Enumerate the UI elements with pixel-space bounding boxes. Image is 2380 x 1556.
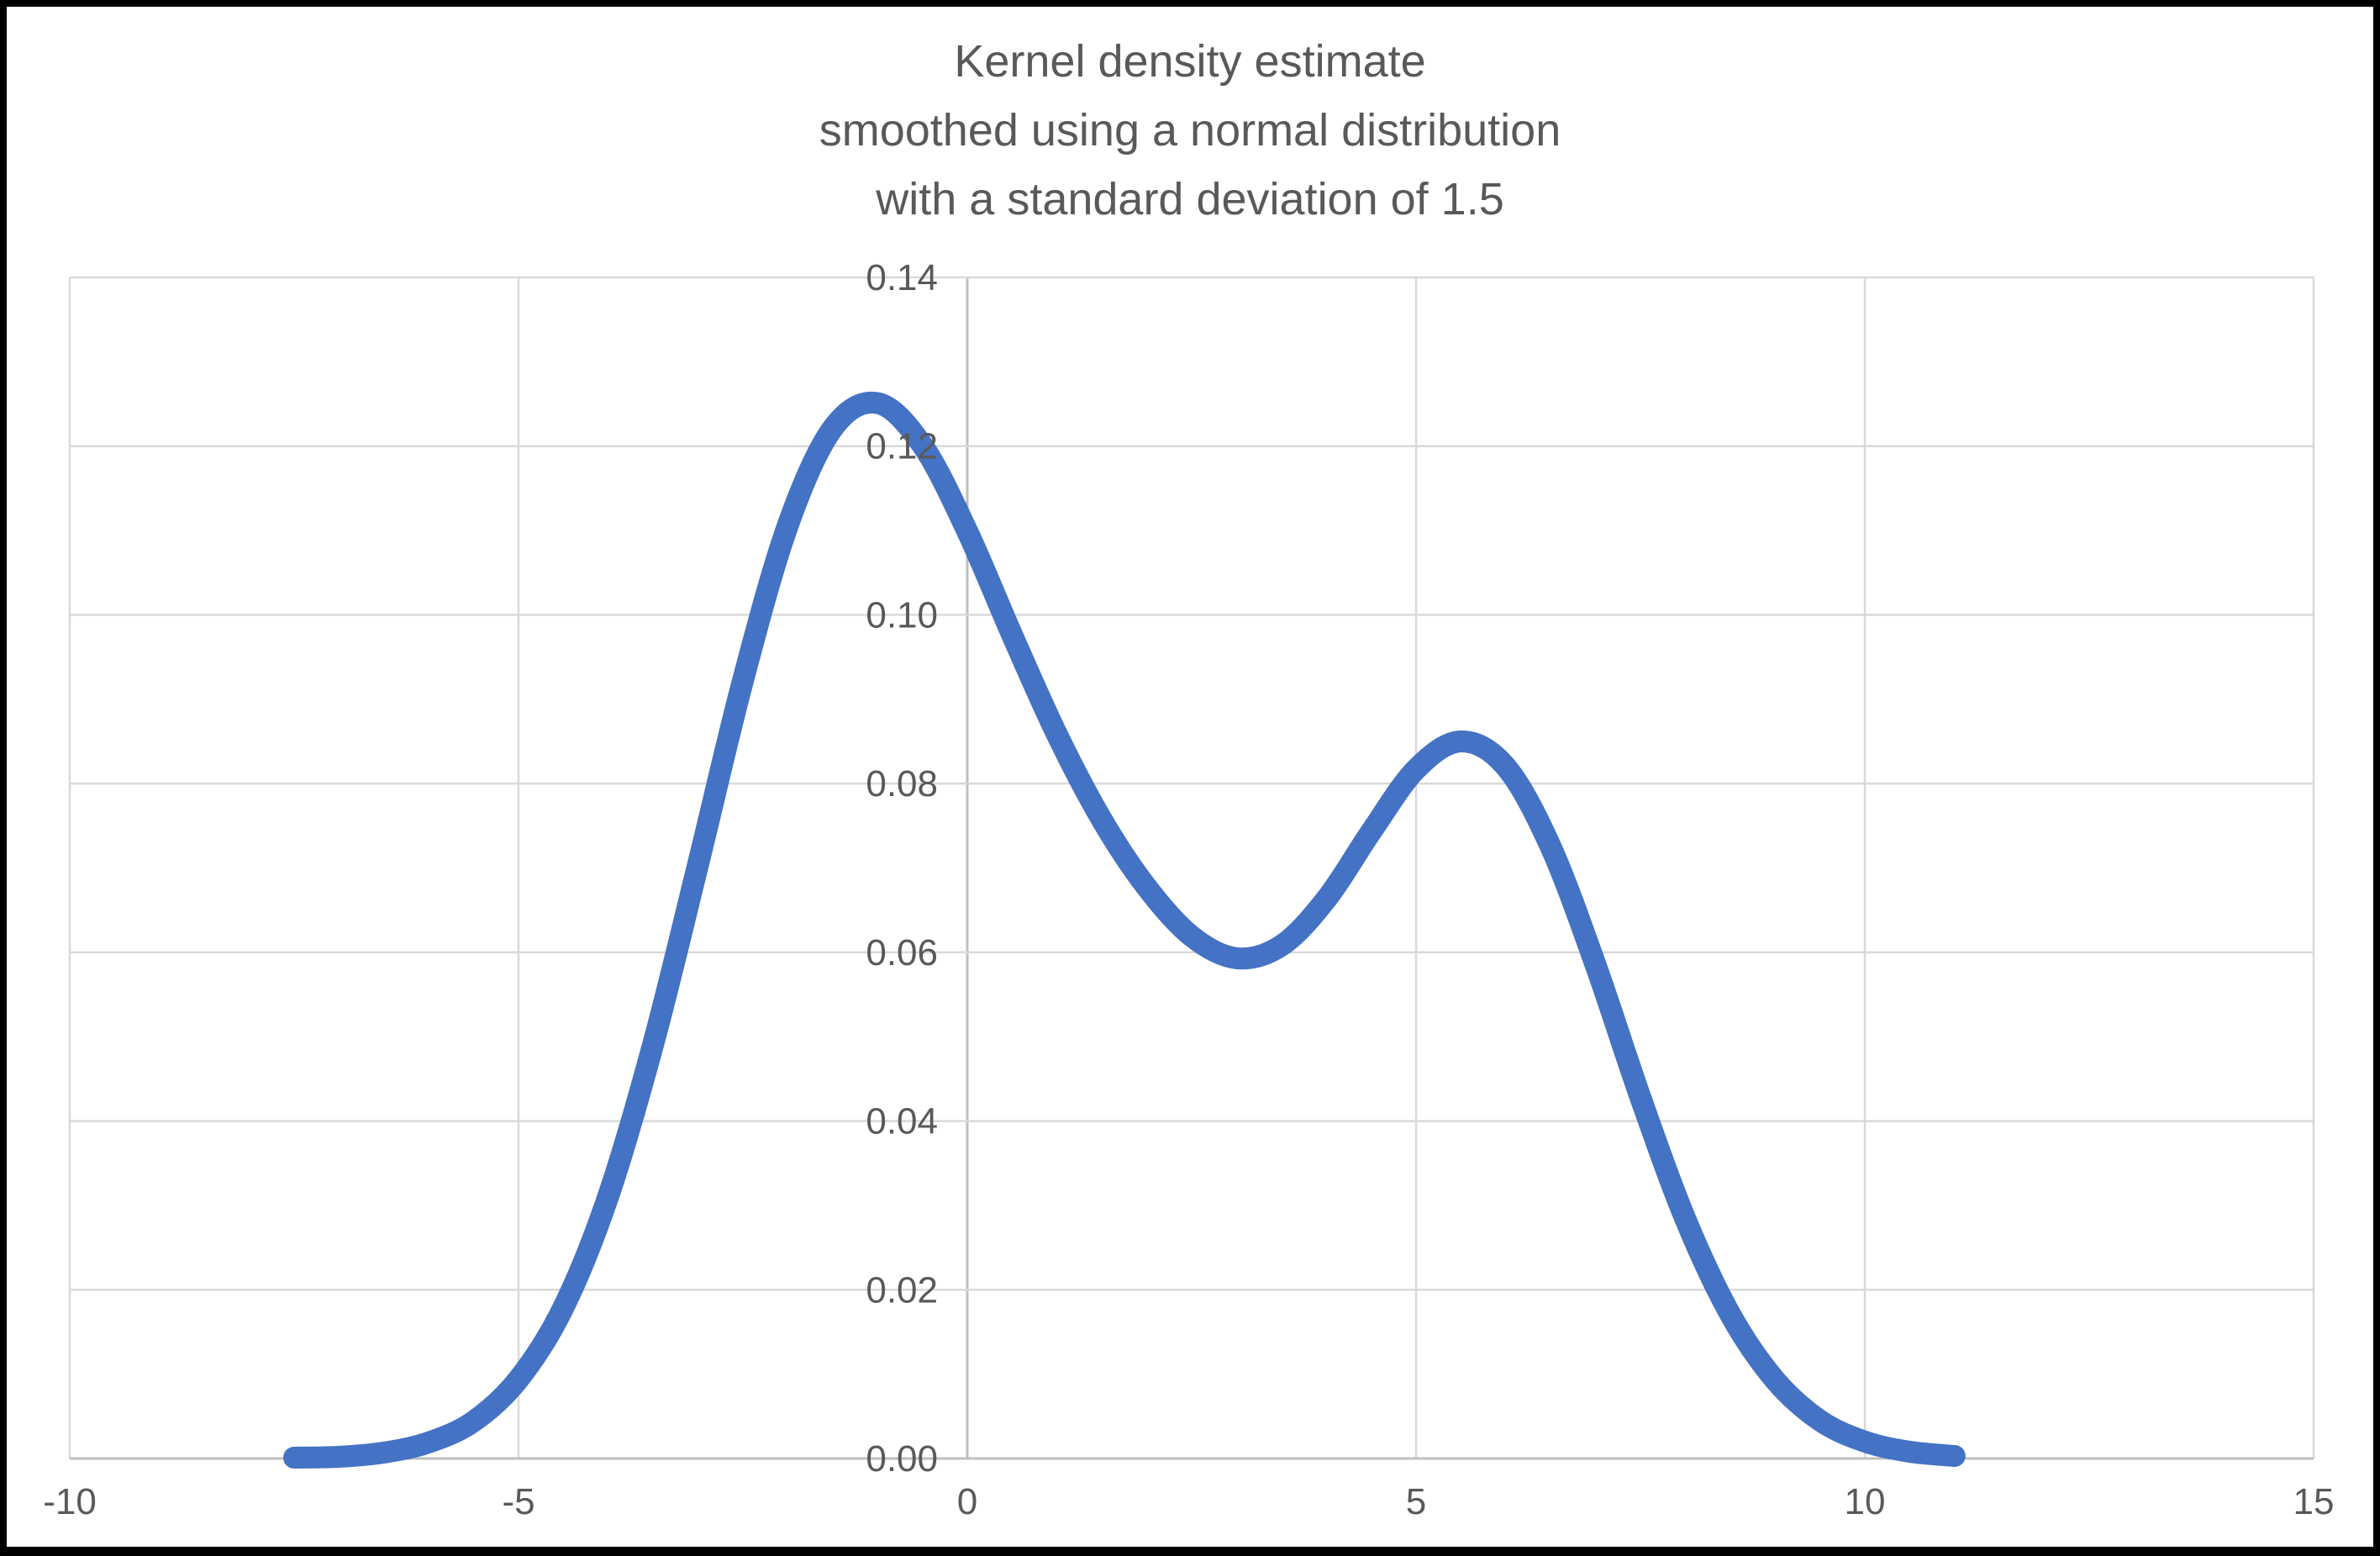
y-tick-label: 0.14 — [866, 257, 938, 298]
y-tick-label: 0.02 — [866, 1269, 938, 1311]
x-tick-label: 10 — [1845, 1481, 1886, 1522]
chart-title-line-3: with a standard deviation of 1.5 — [876, 174, 1504, 224]
axis-labels: -10 -5 0 5 10 15 0.00 0.02 0.04 0.06 0.08 0.10 0.12 0… — [43, 257, 2334, 1522]
y-tick-label: 0.04 — [866, 1101, 938, 1142]
chart-title-line-2: smoothed using a normal distribution — [819, 105, 1561, 156]
y-tick-label: 0.10 — [866, 594, 938, 636]
kde-curve — [283, 391, 1966, 1469]
y-tick-label: 0.12 — [866, 426, 938, 467]
gridlines — [68, 276, 2315, 1460]
y-tick-label: 0.00 — [866, 1438, 938, 1480]
y-tick-label: 0.06 — [866, 932, 938, 973]
chart-title-line-1: Kernel density estimate — [954, 36, 1426, 87]
x-tick-label: -10 — [43, 1481, 97, 1522]
x-tick-label: 0 — [957, 1481, 977, 1522]
y-tick-label: 0.08 — [866, 763, 938, 804]
chart-title: Kernel density estimate smoothed using a… — [0, 27, 2380, 234]
x-tick-label: 15 — [2293, 1481, 2335, 1522]
x-tick-label: -5 — [502, 1481, 534, 1522]
x-tick-label: 5 — [1406, 1481, 1426, 1522]
kde-curve-line — [283, 391, 1966, 1469]
